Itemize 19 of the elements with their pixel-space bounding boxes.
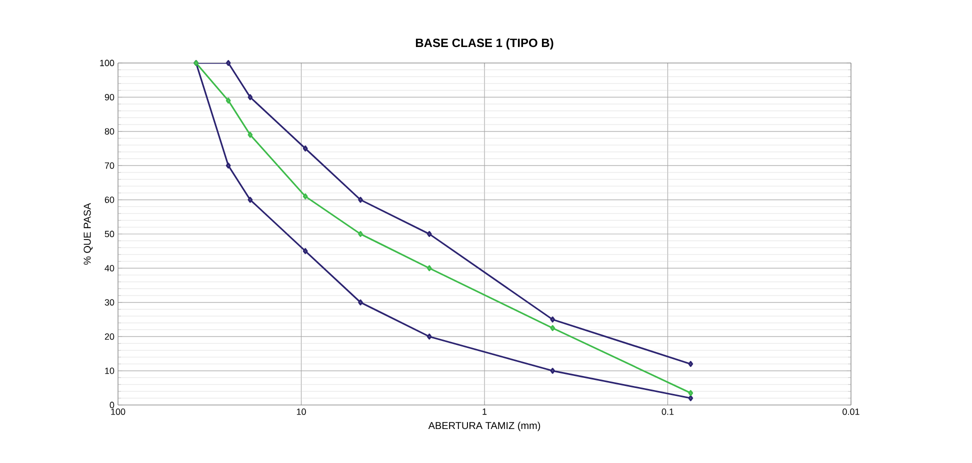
x-tick-label: 1 xyxy=(482,408,487,415)
x-tick-label: 0.1 xyxy=(662,408,674,415)
y-tick-label: 60 xyxy=(104,196,114,203)
x-tick-label: 0.01 xyxy=(842,408,860,415)
y-tick-label: 30 xyxy=(104,299,114,306)
y-tick-label: 70 xyxy=(104,162,114,169)
y-axis-title: % QUE PASA xyxy=(84,202,93,265)
y-tick-label: 20 xyxy=(104,333,114,340)
chart-title: BASE CLASE 1 (TIPO B) xyxy=(416,38,554,50)
x-tick-label: 100 xyxy=(111,408,126,415)
y-tick-label: 40 xyxy=(104,265,114,272)
x-tick-label: 10 xyxy=(296,408,306,415)
y-tick-label: 90 xyxy=(104,94,114,100)
x-axis-title: ABERTURA TAMIZ (mm) xyxy=(428,422,540,432)
y-tick-label: 80 xyxy=(104,128,114,135)
y-tick-label: 100 xyxy=(100,60,114,66)
y-tick-label: 50 xyxy=(104,230,114,238)
y-tick-label: 10 xyxy=(105,368,114,374)
y-tick-label: 0 xyxy=(110,402,114,408)
